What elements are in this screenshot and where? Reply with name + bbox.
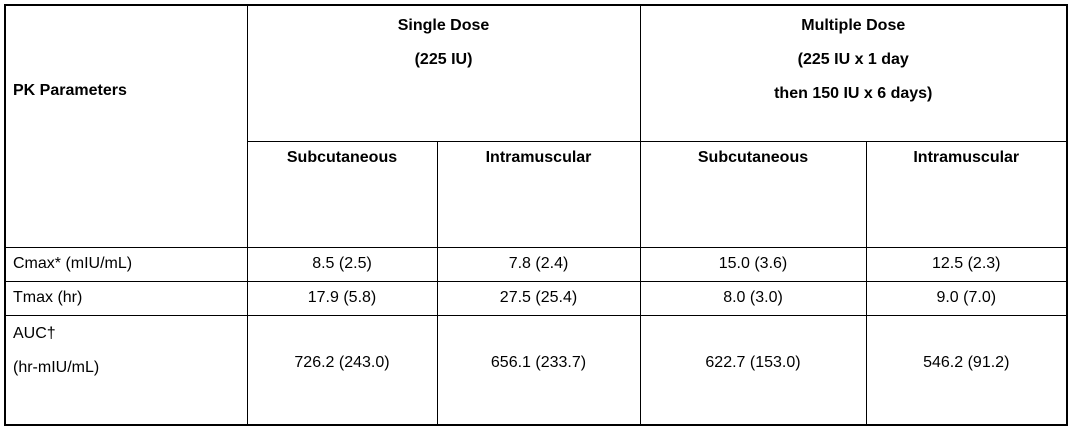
table-row-cmax: Cmax* (mIU/mL) 8.5 (2.5) 7.8 (2.4) 15.0 … <box>4 246 1068 282</box>
param-value: 27.5 (25.4) <box>499 289 578 306</box>
dose-group-header-single: Single Dose (225 IU) <box>246 4 641 142</box>
route-header-row: Subcutaneous Intramuscular Subcutaneous … <box>5 140 1068 248</box>
param-label-line: (hr-mIU/mL) <box>13 358 100 376</box>
param-value-cell: 15.0 (3.6) <box>639 246 867 282</box>
param-value: 656.1 (233.7) <box>490 354 587 372</box>
param-value: 9.0 (7.0) <box>936 289 997 306</box>
param-value-cell: 8.0 (3.0) <box>639 280 867 316</box>
route-header-label: Intramuscular <box>913 148 1020 166</box>
param-value: 17.9 (5.8) <box>307 289 377 306</box>
route-header-label: Subcutaneous <box>286 148 398 166</box>
dose-group-header-multiple: Multiple Dose (225 IU x 1 day then 150 I… <box>639 4 1068 142</box>
param-value: 546.2 (91.2) <box>923 354 1010 372</box>
route-header-label: Intramuscular <box>485 148 592 166</box>
param-label: Cmax* (mIU/mL) <box>13 255 133 272</box>
param-value: 8.5 (2.5) <box>312 255 372 272</box>
route-header-single-intramuscular: Intramuscular <box>436 140 641 248</box>
param-value-cell: 8.5 (2.5) <box>246 246 438 282</box>
param-value: 622.7 (153.0) <box>705 354 801 372</box>
route-header-single-subcutaneous: Subcutaneous <box>246 140 438 248</box>
param-value-cell: 7.8 (2.4) <box>436 246 641 282</box>
corner-header-cell: PK Parameters <box>4 4 248 248</box>
param-value-cell: 9.0 (7.0) <box>865 280 1068 316</box>
param-value: 726.2 (243.0) <box>294 354 390 372</box>
pk-parameters-table: PK Parameters Single Dose (225 IU) Multi… <box>4 4 1068 426</box>
param-value: 8.0 (3.0) <box>723 289 783 306</box>
param-label: Tmax (hr) <box>13 289 83 306</box>
route-header-multiple-subcutaneous: Subcutaneous <box>639 140 867 248</box>
param-value-cell: 27.5 (25.4) <box>436 280 641 316</box>
param-label-cell: Cmax* (mIU/mL) <box>4 246 248 282</box>
param-label-cell: AUC† (hr-mIU/mL) <box>4 314 248 426</box>
param-value: 12.5 (2.3) <box>932 255 1001 272</box>
dose-group-header-row: PK Parameters Single Dose (225 IU) Multi… <box>4 4 1068 248</box>
param-value-cell: 17.9 (5.8) <box>246 280 438 316</box>
param-value-cell: 546.2 (91.2) <box>865 314 1068 426</box>
route-header-multiple-intramuscular: Intramuscular <box>865 140 1068 248</box>
dose-group-line: Multiple Dose <box>801 17 906 34</box>
table-row-tmax: Tmax (hr) 17.9 (5.8) 27.5 (25.4) 8.0 (3.… <box>4 280 1068 316</box>
route-header-label: Subcutaneous <box>697 148 809 166</box>
dose-group-line: then 150 IU x 6 days) <box>774 85 933 102</box>
param-value: 15.0 (3.6) <box>718 255 788 272</box>
param-value-cell: 726.2 (243.0) <box>246 314 438 426</box>
param-value-cell: 12.5 (2.3) <box>865 246 1068 282</box>
dose-group-line: (225 IU x 1 day <box>797 51 909 68</box>
param-value-cell: 656.1 (233.7) <box>436 314 641 426</box>
param-value: 7.8 (2.4) <box>508 255 569 272</box>
param-label-line: AUC† <box>13 324 56 342</box>
param-value-cell: 622.7 (153.0) <box>639 314 867 426</box>
dose-group-line: Single Dose <box>397 17 490 34</box>
dose-group-line: (225 IU) <box>414 51 473 68</box>
corner-header-label: PK Parameters <box>13 82 127 99</box>
table-row-auc: AUC† (hr-mIU/mL) 726.2 (243.0) 656.1 (23… <box>4 314 1068 426</box>
param-label-cell: Tmax (hr) <box>4 280 248 316</box>
